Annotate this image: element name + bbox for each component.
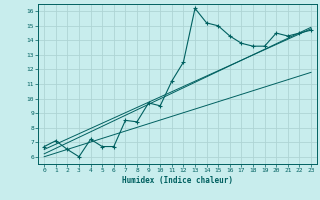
X-axis label: Humidex (Indice chaleur): Humidex (Indice chaleur): [122, 176, 233, 185]
